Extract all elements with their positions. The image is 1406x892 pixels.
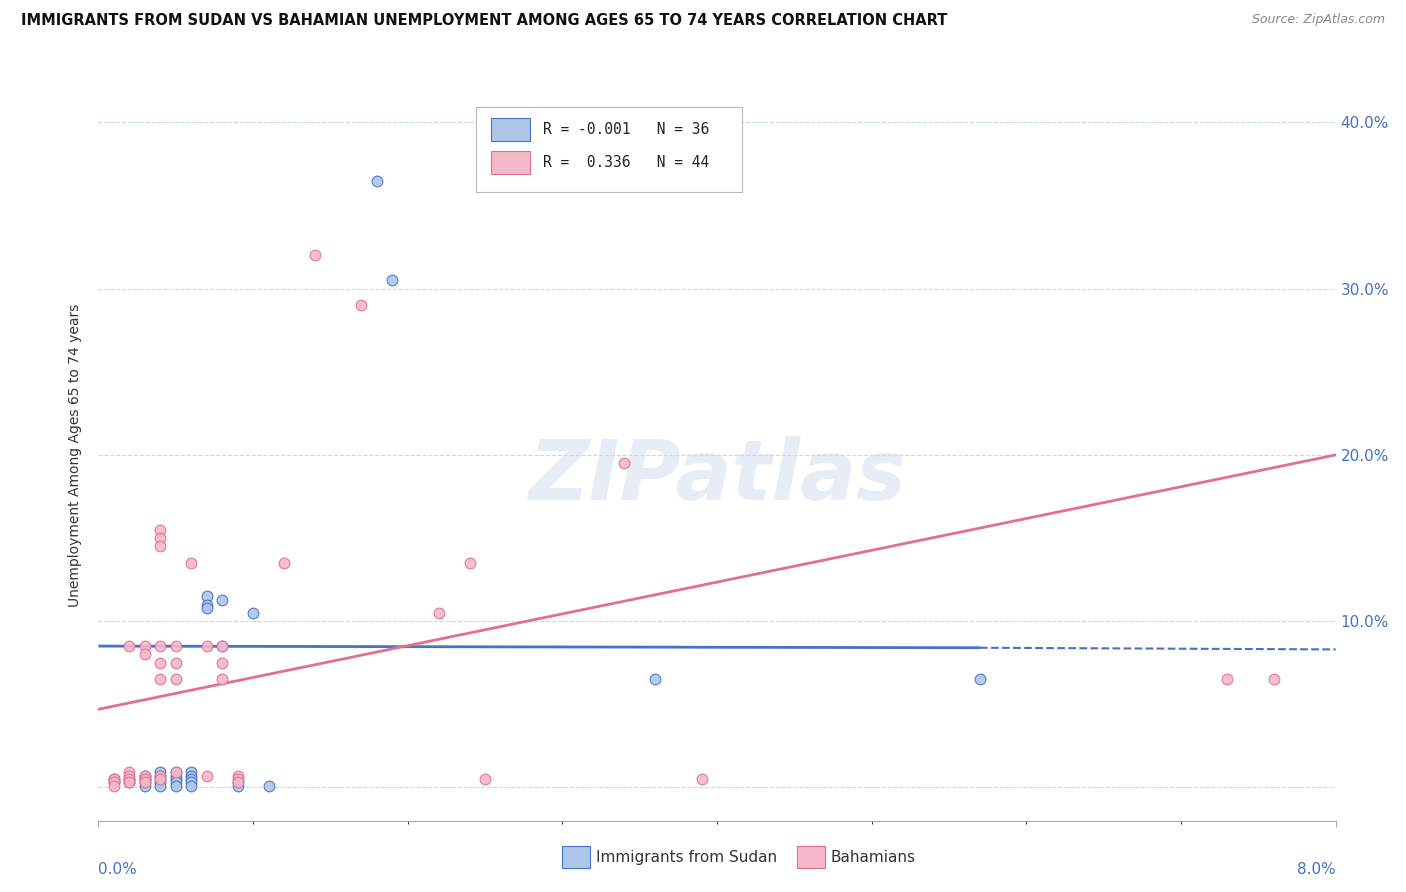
Point: [690, 772, 713, 786]
Point: [180, 769, 202, 783]
Point: [180, 775, 202, 789]
Point: [165, 765, 187, 780]
Point: [242, 606, 264, 620]
Point: [149, 523, 172, 537]
Point: [1263, 673, 1285, 687]
Point: [165, 765, 187, 780]
Point: [195, 769, 218, 783]
Point: [149, 639, 172, 653]
Point: [149, 539, 172, 553]
Point: [134, 639, 156, 653]
Point: [257, 779, 280, 793]
Point: [149, 779, 172, 793]
Point: [226, 775, 249, 789]
Point: [350, 298, 373, 312]
Point: [165, 639, 187, 653]
FancyBboxPatch shape: [562, 847, 589, 868]
Text: R = -0.001   N = 36: R = -0.001 N = 36: [543, 122, 709, 137]
Point: [474, 772, 496, 786]
Text: Source: ZipAtlas.com: Source: ZipAtlas.com: [1251, 13, 1385, 27]
Point: [180, 765, 202, 780]
Point: [134, 772, 156, 786]
Point: [149, 775, 172, 789]
Point: [427, 606, 450, 620]
FancyBboxPatch shape: [797, 847, 825, 868]
Point: [195, 598, 218, 612]
Point: [134, 648, 156, 662]
Point: [366, 173, 388, 188]
Point: [103, 775, 125, 789]
Point: [273, 556, 295, 570]
Point: [195, 639, 218, 653]
Text: Immigrants from Sudan: Immigrants from Sudan: [596, 850, 778, 864]
Point: [226, 779, 249, 793]
Point: [118, 775, 141, 789]
Point: [969, 673, 991, 687]
Text: 8.0%: 8.0%: [1296, 863, 1336, 877]
Point: [149, 772, 172, 786]
Point: [211, 656, 233, 670]
Point: [165, 772, 187, 786]
Text: 0.0%: 0.0%: [98, 863, 138, 877]
Point: [195, 600, 218, 615]
Text: ZIPatlas: ZIPatlas: [529, 436, 905, 517]
Point: [118, 769, 141, 783]
Point: [165, 779, 187, 793]
Point: [118, 772, 141, 786]
Point: [134, 769, 156, 783]
Point: [211, 592, 233, 607]
Point: [149, 772, 172, 786]
Point: [1216, 673, 1239, 687]
Text: Bahamians: Bahamians: [831, 850, 915, 864]
FancyBboxPatch shape: [491, 118, 530, 141]
Point: [149, 656, 172, 670]
Point: [103, 779, 125, 793]
Point: [149, 673, 172, 687]
Point: [103, 772, 125, 786]
Point: [180, 556, 202, 570]
Point: [226, 772, 249, 786]
Point: [118, 772, 141, 786]
Point: [118, 775, 141, 789]
Point: [211, 639, 233, 653]
Point: [304, 248, 326, 262]
Point: [644, 673, 666, 687]
Point: [165, 769, 187, 783]
Point: [165, 656, 187, 670]
Text: R =  0.336   N = 44: R = 0.336 N = 44: [543, 155, 709, 169]
Point: [149, 769, 172, 783]
Point: [118, 765, 141, 780]
Point: [134, 779, 156, 793]
Point: [103, 772, 125, 786]
Point: [195, 589, 218, 603]
Point: [226, 769, 249, 783]
Text: IMMIGRANTS FROM SUDAN VS BAHAMIAN UNEMPLOYMENT AMONG AGES 65 TO 74 YEARS CORRELA: IMMIGRANTS FROM SUDAN VS BAHAMIAN UNEMPL…: [21, 13, 948, 29]
Point: [180, 772, 202, 786]
Y-axis label: Unemployment Among Ages 65 to 74 years: Unemployment Among Ages 65 to 74 years: [69, 303, 83, 607]
Point: [613, 456, 636, 470]
Point: [149, 531, 172, 545]
Point: [103, 775, 125, 789]
Point: [165, 673, 187, 687]
Point: [134, 769, 156, 783]
Point: [211, 639, 233, 653]
Point: [226, 775, 249, 789]
Point: [180, 779, 202, 793]
Point: [381, 273, 404, 287]
Point: [134, 775, 156, 789]
FancyBboxPatch shape: [475, 108, 742, 192]
FancyBboxPatch shape: [491, 151, 530, 174]
Point: [134, 775, 156, 789]
Point: [149, 765, 172, 780]
Point: [458, 556, 481, 570]
Point: [118, 639, 141, 653]
Point: [134, 772, 156, 786]
Point: [165, 775, 187, 789]
Point: [211, 673, 233, 687]
Point: [149, 769, 172, 783]
